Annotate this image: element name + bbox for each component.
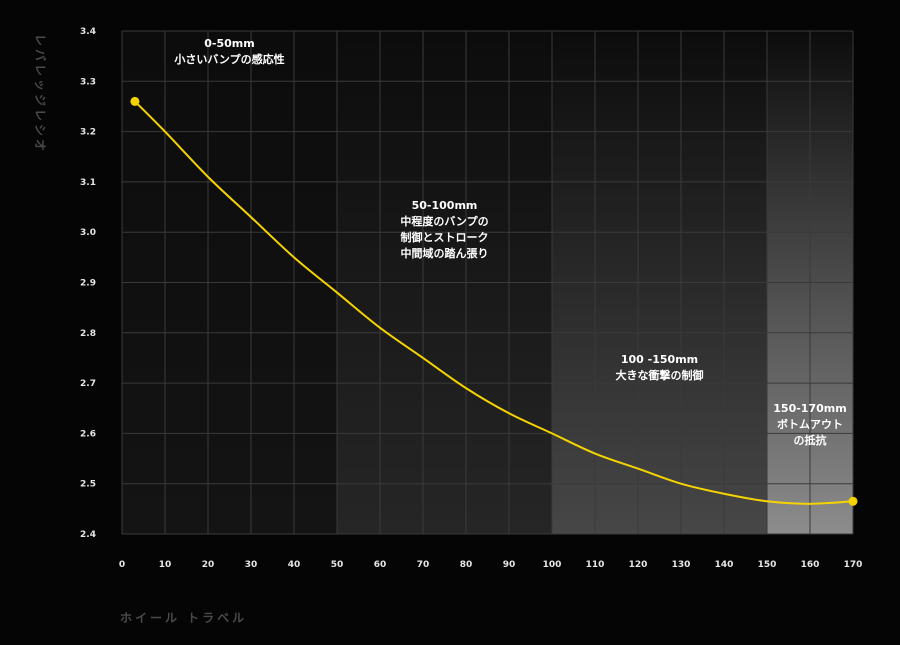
y-tick-label: 2.6 [80, 429, 96, 439]
x-tick-label: 30 [245, 560, 258, 570]
x-axis-ticks: 0 10 20 30 40 50 60 70 80 90 100 110 120 130 140 150 160… [119, 560, 863, 570]
series [130, 96, 858, 506]
zone-label: 中間域の踏ん張り [401, 246, 489, 260]
y-tick-label: 2.5 [80, 480, 96, 490]
x-tick-label: 50 [331, 560, 344, 570]
x-tick-label: 130 [672, 560, 691, 570]
x-tick-label: 100 [543, 560, 562, 570]
zone-label: 0-50mm [204, 37, 254, 50]
zone-label: 150-170mm [773, 402, 846, 415]
zone-label: 大きな衝撃の制御 [616, 368, 704, 382]
y-tick-label: 2.9 [80, 279, 96, 289]
y-tick-label: 2.7 [80, 379, 96, 389]
y-tick-label: 3.0 [80, 228, 96, 238]
x-tick-label: 70 [417, 560, 430, 570]
grid [121, 30, 854, 535]
series-line [134, 100, 854, 505]
y-tick-label: 2.8 [80, 329, 96, 339]
y-tick-label: 3.4 [80, 27, 96, 37]
series-endpoint [848, 496, 858, 506]
zone-label: 50-100mm [412, 199, 478, 212]
series-endpoint [130, 96, 140, 106]
x-tick-label: 170 [844, 560, 863, 570]
x-tick-label: 60 [374, 560, 387, 570]
x-tick-label: 90 [503, 560, 516, 570]
y-tick-label: 3.3 [80, 77, 96, 87]
x-tick-label: 120 [629, 560, 648, 570]
y-tick-label: 3.2 [80, 128, 96, 138]
zone-label: 制御とストローク [401, 230, 489, 244]
zone-labels: 0-50mm 小さいバンプの感応性 50-100mm 中程度のバンプの制御とストローク… [173, 37, 846, 447]
y-axis-ticks: 2.4 2.5 2.6 2.7 2.8 2.9 3.0 3.1 3.2 3.3 3.4 [80, 27, 96, 540]
x-tick-label: 110 [586, 560, 605, 570]
zone-label: の抵抗 [794, 433, 827, 447]
x-tick-label: 80 [460, 560, 473, 570]
zone-label: 小さいバンプの感応性 [173, 52, 284, 66]
x-tick-label: 0 [119, 560, 125, 570]
y-tick-label: 3.1 [80, 178, 96, 188]
x-axis-title: ホイール トラベル [120, 611, 247, 625]
x-tick-label: 20 [202, 560, 215, 570]
zone-label: 中程度のバンプの [400, 214, 488, 228]
y-axis-title: レバレッジレシオ [33, 34, 47, 154]
x-tick-label: 40 [288, 560, 301, 570]
x-tick-label: 150 [758, 560, 777, 570]
y-tick-label: 2.4 [80, 530, 96, 540]
x-tick-label: 140 [715, 560, 734, 570]
zone-label: 100 -150mm [621, 353, 698, 366]
x-tick-label: 10 [159, 560, 172, 570]
x-tick-label: 160 [801, 560, 820, 570]
zone-label: ボトムアウト [777, 417, 843, 431]
